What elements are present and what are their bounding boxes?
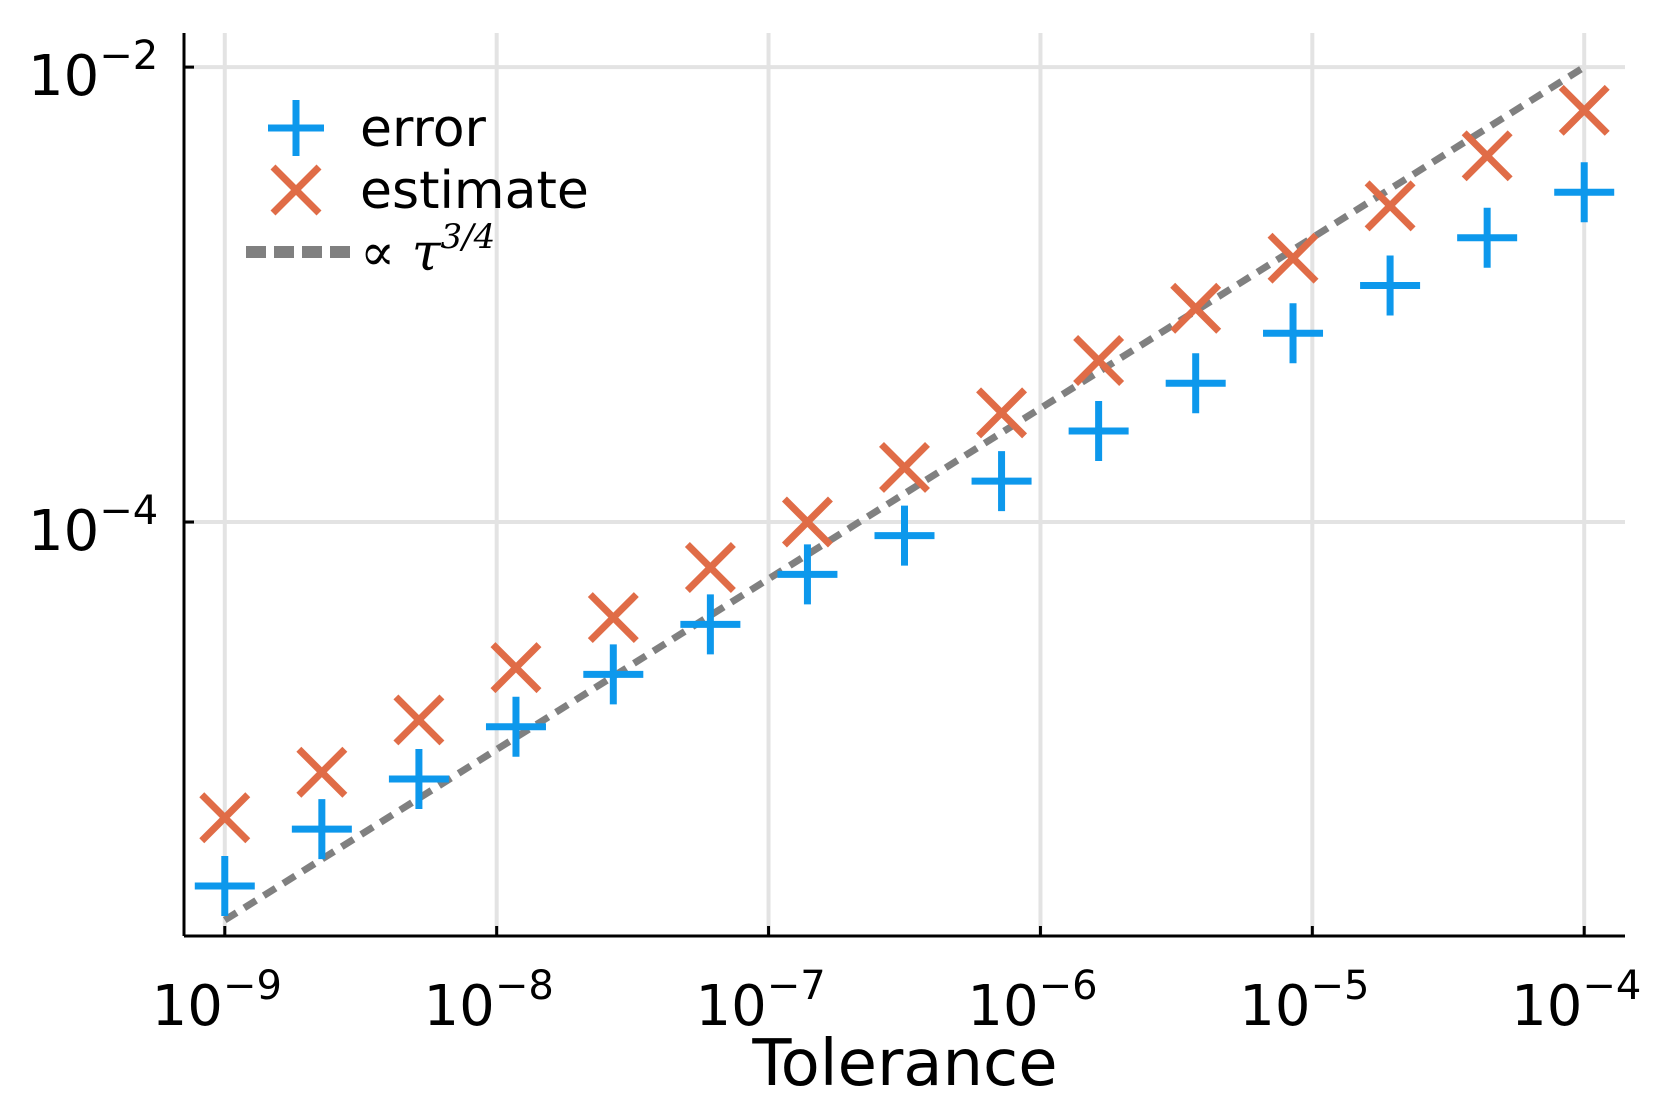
series-layer <box>194 64 1615 924</box>
estimate-point <box>879 441 930 493</box>
error-point <box>777 544 838 605</box>
legend-label: estimate <box>360 161 589 221</box>
error-point <box>1068 401 1129 462</box>
axes-layer <box>182 33 1625 938</box>
tick-labels: 10−9 10−8 10−7 10−6 10−5 10−4 10−2 10−4 <box>28 33 1641 1039</box>
legend-label: error <box>360 99 487 159</box>
error-point <box>485 696 546 757</box>
estimate-point <box>781 496 833 548</box>
error-point <box>874 505 935 566</box>
error-point <box>1263 303 1324 364</box>
error-point <box>680 594 741 655</box>
legend-estimate-marker <box>270 164 322 216</box>
error-point <box>1360 255 1421 316</box>
estimate-point <box>490 642 542 694</box>
x-tick-label: 10−8 <box>424 963 554 1039</box>
estimate-point <box>199 792 251 844</box>
estimate-point <box>684 542 736 593</box>
estimate-point <box>1558 84 1610 136</box>
x-tick-label: 10−5 <box>1239 963 1369 1039</box>
estimate-point <box>393 694 445 746</box>
estimate-point <box>1073 335 1125 387</box>
legend-label: ∝ τ3/4 <box>360 217 495 283</box>
estimate-point <box>976 387 1028 439</box>
estimate-point <box>1267 232 1319 284</box>
estimate-point <box>587 592 639 644</box>
estimate-point <box>296 746 348 798</box>
x-tick-label: 10−9 <box>152 963 282 1039</box>
error-point <box>1457 207 1518 268</box>
y-tick-label: 10−2 <box>28 33 158 109</box>
x-axis-label: Tolerance <box>751 1027 1057 1101</box>
x-tick-label: 10−7 <box>695 963 825 1039</box>
x-tick-label: 10−6 <box>967 963 1097 1039</box>
legend-error-marker <box>268 100 324 156</box>
estimate-point <box>1364 180 1416 232</box>
x-tick-label: 10−4 <box>1511 963 1641 1039</box>
estimate-point <box>1170 282 1222 334</box>
error-point <box>388 749 449 810</box>
error-point <box>291 799 352 860</box>
reference-line <box>222 64 1587 924</box>
estimate-point <box>1461 130 1513 182</box>
error-point <box>1554 162 1615 223</box>
error-point <box>971 451 1032 512</box>
y-tick-label: 10−4 <box>28 488 158 564</box>
error-point <box>1165 353 1226 414</box>
error-point <box>194 855 255 916</box>
error-point <box>583 644 644 705</box>
